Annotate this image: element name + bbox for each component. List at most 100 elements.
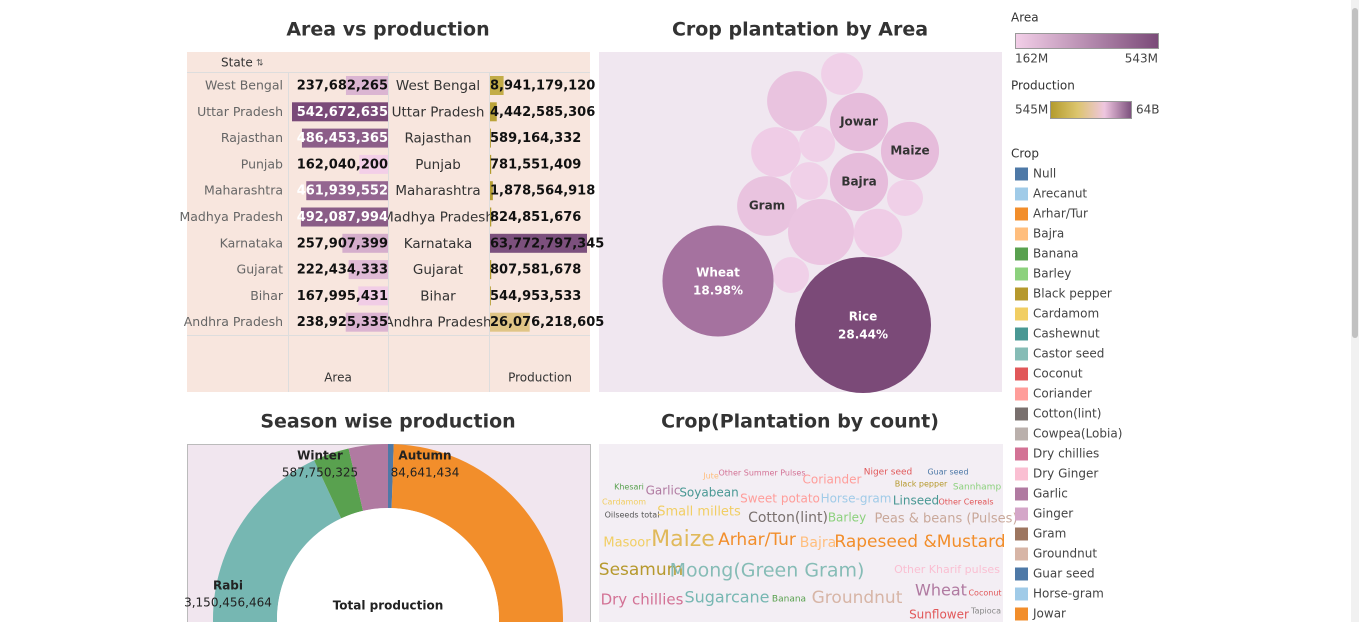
legend-title: Area [1011, 11, 1039, 25]
legend-item[interactable]: Cowpea(Lobia) [1033, 427, 1122, 441]
legend-title: Production [1011, 79, 1075, 93]
word: Bajra [800, 535, 836, 551]
bubble-value: 18.98% [693, 284, 743, 298]
legend-item[interactable]: Groundnut [1033, 547, 1097, 561]
word: Sesamum [599, 560, 683, 580]
legend-item[interactable]: Ginger [1033, 507, 1073, 521]
word: Oilseeds total [605, 511, 660, 520]
legend-swatch[interactable] [1015, 447, 1028, 461]
row-label: Karnataka [404, 236, 472, 252]
word: Cardamom [602, 498, 646, 507]
word: Khesari [614, 483, 644, 492]
chart-title: Area vs production [286, 19, 489, 41]
legend-swatch[interactable] [1015, 207, 1028, 221]
legend-swatch[interactable] [1015, 387, 1028, 401]
row-label: Maharashtra [204, 183, 283, 198]
word: Coconut [968, 589, 1001, 598]
word: Jute [702, 472, 719, 481]
legend-item[interactable]: Banana [1033, 247, 1079, 261]
legend-swatch[interactable] [1015, 267, 1028, 281]
production-bar [490, 102, 497, 122]
production-bar [490, 76, 504, 95]
legend-swatch[interactable] [1015, 567, 1028, 581]
legend-item[interactable]: Arhar/Tur [1033, 207, 1088, 221]
legend-item[interactable]: Cardamom [1033, 307, 1099, 321]
center-label: Total production [333, 599, 444, 613]
legend-swatch[interactable] [1015, 347, 1028, 361]
legend-item[interactable]: Coconut [1033, 367, 1083, 381]
legend-item[interactable]: Castor seed [1033, 347, 1104, 361]
legend-swatch[interactable] [1015, 367, 1028, 381]
area-bar [342, 233, 388, 253]
color-ramp [1015, 33, 1159, 49]
bubble-label: Maize [890, 144, 929, 158]
word: Groundnut [812, 588, 903, 608]
area-label: 238,925,335 [297, 315, 388, 330]
legend-swatch[interactable] [1015, 307, 1028, 321]
word: Small millets [657, 505, 741, 520]
area-bar [306, 181, 388, 201]
production-bar [490, 233, 587, 253]
slice-value: 587,750,325 [282, 466, 358, 480]
legend-label: 545M [1015, 103, 1048, 117]
legend-item[interactable]: Garlic [1033, 487, 1068, 501]
row-label: Uttar Pradesh [392, 104, 485, 120]
word: Sannhamp [953, 483, 1002, 493]
area-label: 492,087,994 [297, 210, 388, 225]
legend-item[interactable]: Coriander [1033, 387, 1092, 401]
legend-swatch[interactable] [1015, 507, 1028, 521]
legend-swatch[interactable] [1015, 527, 1028, 541]
word: Rapeseed &Mustard [834, 532, 1005, 552]
area-label: 222,434,333 [297, 263, 388, 278]
legend-item[interactable]: Bajra [1033, 227, 1064, 241]
word: Other Kharif pulses [894, 563, 1000, 576]
legend-item[interactable]: Dry chillies [1033, 447, 1099, 461]
area-label: 542,672,635 [297, 105, 388, 120]
legend-swatch[interactable] [1015, 227, 1028, 241]
legend-swatch[interactable] [1015, 287, 1028, 301]
bubble [853, 208, 903, 258]
wordcloud-panel [599, 444, 1003, 622]
row-label: West Bengal [396, 78, 480, 94]
legend-swatch[interactable] [1015, 327, 1028, 341]
legend-item[interactable]: Gram [1033, 527, 1066, 541]
legend-item[interactable]: Cashewnut [1033, 327, 1100, 341]
word: Linseed [893, 494, 939, 508]
legend-item[interactable]: Barley [1033, 267, 1071, 281]
word: Soyabean [679, 486, 738, 500]
scrollbar-thumb[interactable] [1352, 8, 1358, 338]
area-label: 486,453,365 [297, 131, 388, 146]
bubble [880, 121, 940, 181]
word: Tapioca [970, 607, 1001, 616]
row-label: Maharashtra [395, 183, 480, 199]
legend-title: Crop [1011, 147, 1039, 161]
legend-swatch[interactable] [1015, 407, 1028, 421]
legend-swatch[interactable] [1015, 247, 1028, 261]
legend-swatch[interactable] [1015, 187, 1028, 201]
word: Coriander [803, 473, 862, 487]
legend-swatch[interactable] [1015, 547, 1028, 561]
legend-swatch[interactable] [1015, 587, 1028, 601]
chart-title: Season wise production [260, 411, 515, 433]
legend-swatch[interactable] [1015, 167, 1028, 181]
legend-item[interactable]: Null [1033, 167, 1056, 181]
legend-item[interactable]: Black pepper [1033, 287, 1112, 301]
legend-item[interactable]: Guar seed [1033, 567, 1095, 581]
legend-label: 64B [1136, 103, 1160, 117]
production-label: 26,076,218,605 [490, 315, 604, 330]
legend-swatch[interactable] [1015, 607, 1028, 621]
legend-swatch[interactable] [1015, 487, 1028, 501]
legend-item[interactable]: Horse-gram [1033, 587, 1104, 601]
legend-item[interactable]: Arecanut [1033, 187, 1087, 201]
legend-item[interactable]: Cotton(lint) [1033, 407, 1101, 421]
row-label: Andhra Pradesh [184, 314, 283, 329]
area-label: 257,907,399 [297, 236, 388, 251]
legend-item[interactable]: Dry Ginger [1033, 467, 1098, 481]
production-bar [490, 181, 493, 201]
legend-label: 162M [1015, 52, 1048, 66]
legend-swatch[interactable] [1015, 427, 1028, 441]
legend-item[interactable]: Jowar [1032, 607, 1066, 621]
word: Dry chillies [601, 591, 684, 609]
legend-swatch[interactable] [1015, 467, 1028, 481]
